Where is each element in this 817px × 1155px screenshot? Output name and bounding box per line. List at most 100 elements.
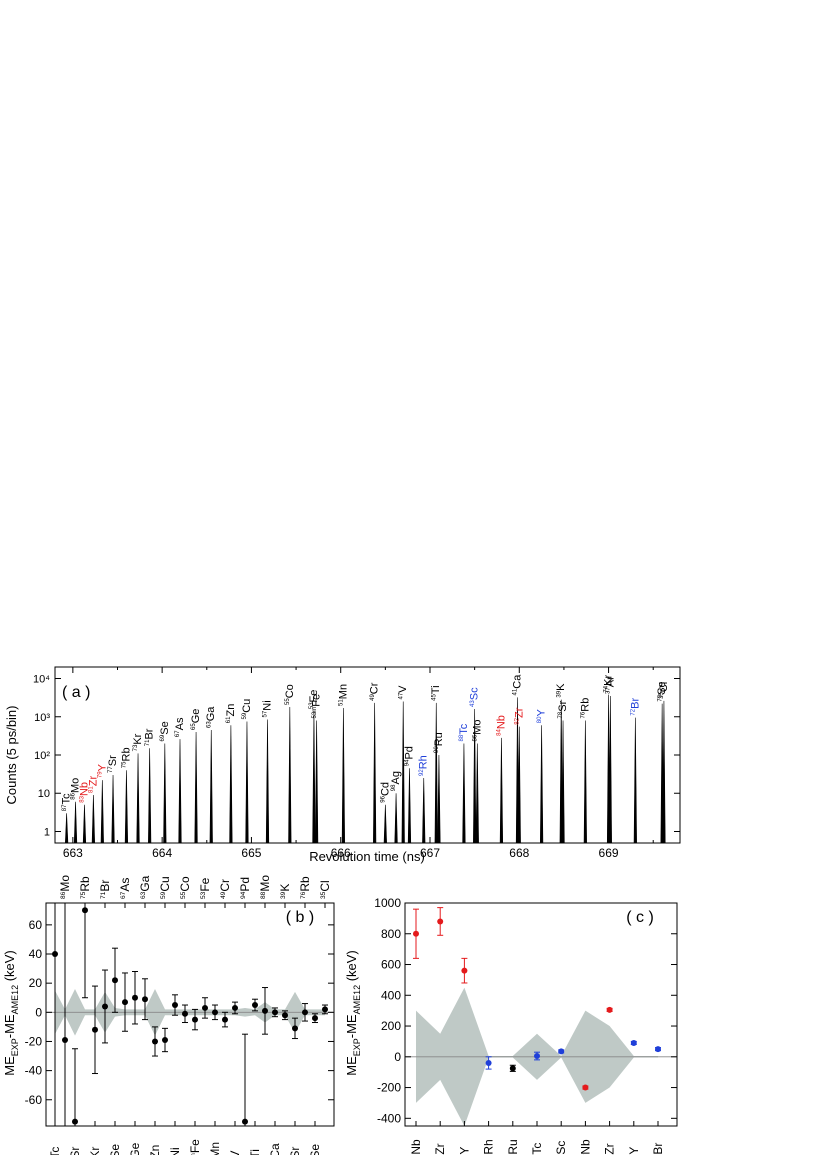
- x-label-bottom: 77Sr: [68, 1147, 82, 1155]
- data-point: [630, 1039, 637, 1046]
- peak: [124, 770, 129, 844]
- peak-label: 88Tc: [458, 723, 470, 741]
- peak-label: 75Rb: [120, 747, 132, 768]
- data-point: [302, 1009, 308, 1016]
- x-label-top: 49Cr: [218, 879, 232, 899]
- peak-label: 96Cd: [379, 782, 391, 803]
- x-label-bottom: 90Ru: [506, 1139, 520, 1155]
- y-tick-label: 200: [381, 1019, 401, 1033]
- y-tick-label: 0: [35, 1005, 42, 1019]
- data-point: [102, 1003, 108, 1010]
- peak-label: 82Zr: [513, 707, 525, 724]
- peak: [517, 726, 521, 844]
- x-label-bottom: 78Sr: [288, 1147, 302, 1155]
- data-point: [232, 1004, 238, 1011]
- x-label-bottom: 82Zr: [603, 1143, 617, 1155]
- peak: [229, 725, 233, 844]
- peak-label: 84Nb: [495, 715, 507, 736]
- panel-a-xlabel: Revolution time (ns): [309, 849, 425, 864]
- x-tick-label: 668: [509, 846, 529, 860]
- peak-label: 70Se: [656, 681, 668, 701]
- data-point: [437, 918, 444, 925]
- data-point: [252, 1002, 258, 1009]
- peak-label: 51Mn: [337, 684, 349, 706]
- peak-label: 57Ni: [262, 700, 274, 717]
- peak-label: 41Ca: [512, 674, 524, 696]
- peak: [341, 707, 345, 844]
- peak: [315, 720, 319, 844]
- x-label-top: 59Cu: [158, 876, 172, 899]
- x-label-top: 71Br: [98, 880, 112, 899]
- panel-b-label: ( b ): [286, 909, 314, 926]
- x-label-bottom: 73Kr: [88, 1147, 102, 1155]
- peak: [633, 717, 637, 844]
- data-point: [312, 1015, 318, 1022]
- y-tick-label: 800: [381, 927, 401, 941]
- peak-label: 74Kr: [603, 675, 615, 693]
- y-tick-label: -60: [25, 1093, 43, 1107]
- peak: [148, 748, 152, 844]
- data-point: [122, 999, 128, 1006]
- peak: [111, 774, 115, 844]
- peak-label: 78Sr: [557, 700, 569, 718]
- peak-label: 47V: [397, 685, 409, 700]
- data-point: [413, 930, 419, 937]
- x-label-top: 35Cl: [318, 880, 332, 899]
- x-label-bottom: 72Br: [651, 1143, 665, 1155]
- data-point: [152, 1038, 158, 1045]
- x-label-bottom: 69Se: [108, 1144, 122, 1155]
- data-point: [202, 1004, 208, 1011]
- y-tick-label: 60: [29, 918, 43, 932]
- x-label-bottom: 92Rh: [482, 1139, 496, 1155]
- peak: [312, 711, 316, 844]
- peak: [475, 743, 479, 844]
- data-point: [52, 951, 58, 958]
- peak-label: 35Cl: [658, 682, 670, 699]
- x-label-bottom: 70Se: [308, 1144, 322, 1155]
- peak: [608, 695, 612, 844]
- peak-label: 69Se: [159, 721, 171, 741]
- x-label-bottom: 51Mn: [208, 1142, 222, 1155]
- y-tick-label: 1000: [374, 896, 401, 910]
- peak: [437, 754, 441, 844]
- peak: [499, 737, 504, 844]
- x-tick-label: 667: [420, 846, 440, 860]
- peak-label: 53Fe: [308, 690, 320, 710]
- peak-label: 90Ru: [433, 732, 445, 753]
- data-point: [582, 1084, 589, 1091]
- data-point: [292, 1025, 298, 1032]
- panel-c-ylabel: MEEXP-MEAME12 (keV): [344, 950, 362, 1076]
- x-tick-label: 663: [63, 846, 83, 860]
- peak: [245, 721, 249, 844]
- peak-label: 73Kr: [132, 733, 144, 751]
- data-point: [262, 1007, 268, 1014]
- data-point: [182, 1010, 188, 1017]
- data-point: [534, 1053, 540, 1060]
- peak: [194, 731, 198, 844]
- peak-label: 77Sr: [107, 755, 119, 773]
- data-point: [282, 1012, 288, 1019]
- data-point: [272, 1009, 278, 1016]
- peak: [82, 804, 87, 844]
- peak: [373, 702, 377, 844]
- peak: [407, 768, 412, 844]
- x-label-top: 75Rb: [78, 876, 92, 899]
- data-point: [92, 1026, 98, 1033]
- x-label-top: 88Mo: [258, 875, 272, 899]
- data-point: [192, 1016, 198, 1023]
- x-label-bottom: 88Tc: [530, 1143, 544, 1155]
- peak-label: 45Ti: [430, 685, 442, 701]
- panel-c-label: ( c ): [626, 909, 654, 926]
- y-tick-label: 10²: [34, 750, 50, 762]
- data-point: [509, 1065, 516, 1072]
- x-label-bottom: 81Zr: [433, 1143, 447, 1155]
- x-label-bottom: 57Ni: [168, 1147, 182, 1155]
- x-label-bottom: 53mFe: [188, 1139, 202, 1155]
- peak-label: 43Sc: [469, 687, 481, 707]
- peak-label: 76Rb: [579, 698, 591, 719]
- peak-label: 59Cu: [241, 699, 253, 720]
- peak: [540, 725, 544, 844]
- panel-b-deviation-plot: ( b ) MEEXP-MEAME12 (keV) -60 -40 -20 0 20 40…: [2, 875, 335, 1155]
- peak-label: 61Zn: [225, 704, 237, 724]
